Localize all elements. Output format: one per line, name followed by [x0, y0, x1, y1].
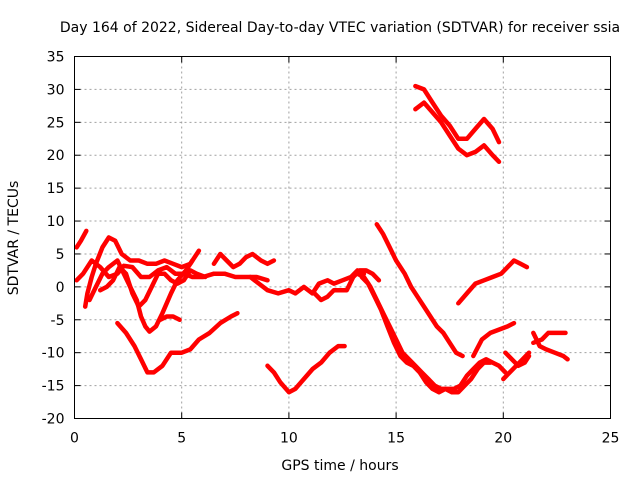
- series-layer: [74, 83, 570, 395]
- y-tick-label: -10: [42, 346, 65, 362]
- y-tick-label: 30: [47, 82, 65, 98]
- series-line-s22: [531, 330, 570, 362]
- x-tick-label: 25: [602, 431, 620, 447]
- y-tick-label: 15: [47, 181, 65, 197]
- y-tick-label: -15: [42, 379, 65, 395]
- series-line-s15: [413, 83, 502, 145]
- series-line-s18: [471, 320, 517, 359]
- series-line-s13: [359, 274, 493, 395]
- series-line-s1: [74, 228, 89, 250]
- grid: [74, 56, 611, 419]
- series-line-s5: [97, 264, 208, 309]
- x-tick-label: 10: [280, 431, 298, 447]
- series-line-s7: [158, 314, 182, 323]
- series-line-s3: [82, 235, 202, 309]
- x-tick-label: 0: [70, 431, 79, 447]
- y-tick-label: 20: [47, 148, 65, 164]
- y-tick-label: 10: [47, 214, 65, 230]
- chart-title: Day 164 of 2022, Sidereal Day-to-day VTE…: [60, 20, 620, 36]
- series-line-s8: [211, 251, 277, 270]
- series-line-s14: [374, 222, 465, 359]
- x-tick-label: 15: [387, 431, 405, 447]
- series-line-s6: [115, 310, 240, 375]
- ticks: 0 5 10 15 20 25 -20 -15 -10 -5 0 5 10 15 20 25 30 35: [42, 50, 620, 447]
- y-tick-label: 0: [56, 280, 65, 296]
- y-tick-label: 5: [56, 247, 65, 263]
- y-tick-label: 25: [47, 115, 65, 131]
- y-tick-label: -5: [51, 313, 65, 329]
- x-axis-label: GPS time / hours: [281, 458, 398, 474]
- series-line-s4: [87, 258, 195, 334]
- y-axis-label: SDTVAR / TECUs: [6, 181, 22, 296]
- y-tick-label: -20: [42, 412, 65, 428]
- x-tick-label: 5: [177, 431, 186, 447]
- series-line-s10: [265, 343, 347, 395]
- x-tick-label: 20: [494, 431, 512, 447]
- series-line-s17: [456, 258, 530, 306]
- series-line-s20: [503, 350, 532, 369]
- series-line-s11: [312, 268, 382, 303]
- series-line-s16: [413, 100, 502, 165]
- y-tick-label: 35: [47, 50, 65, 66]
- plot-frame: [74, 56, 611, 419]
